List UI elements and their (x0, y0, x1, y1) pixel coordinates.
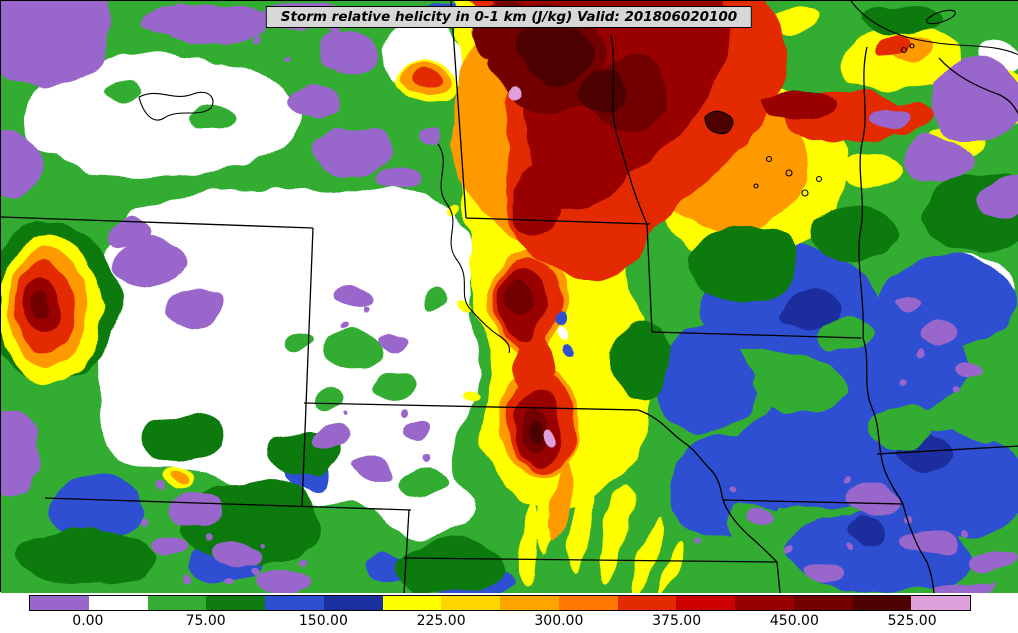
colorbar-segment (88, 596, 148, 610)
colorbar-segment (852, 596, 912, 610)
fort-peck-lake (138, 91, 214, 121)
helicity-map (1, 1, 1018, 593)
colorbar-tick-label: 75.00 (185, 613, 226, 629)
rivers-lakes (138, 1, 1018, 354)
colorbar-segment (911, 596, 970, 610)
colorbar (29, 595, 971, 611)
colorbar-tick-label: 450.00 (769, 613, 819, 629)
colorbar-segment (735, 596, 794, 610)
isle-royale (926, 9, 956, 25)
colorbar-segment (500, 596, 559, 610)
colorbar-tick-label: 150.00 (298, 613, 348, 629)
colorbar-segment (793, 596, 853, 610)
devils-lake (704, 110, 734, 135)
colorbar-segment (382, 596, 442, 610)
colorbar-tick-label: 0.00 (72, 613, 104, 629)
colorbar-tick-label: 375.00 (652, 613, 702, 629)
colorbar-segment (30, 596, 89, 610)
plot-title: Storm relative helicity in 0-1 km (J/kg)… (265, 6, 753, 28)
lake-superior-shore (850, 1, 1018, 56)
colorbar-tick-label: 300.00 (534, 613, 584, 629)
colorbar-segment (558, 596, 618, 610)
colorbar-segment (147, 596, 207, 610)
colorbar-segment (323, 596, 383, 610)
colorbar-segment (676, 596, 735, 610)
purple-speckles (137, 32, 1000, 590)
colorbar-segment (206, 596, 265, 610)
map-area: Storm relative helicity in 0-1 km (J/kg)… (0, 0, 1018, 593)
colorbar-segment (265, 596, 324, 610)
colorbar-tick-labels: 0.00 75.00 150.00 225.00 300.00 375.00 450.00 5… (0, 613, 1018, 631)
missouri-river (437, 143, 511, 354)
state-borders (1, 1, 1018, 593)
colorbar-segment (617, 596, 677, 610)
colorbar-tick-label: 525.00 (887, 613, 937, 629)
colorbar-segment (441, 596, 500, 610)
colorbar-tick-label: 225.00 (416, 613, 466, 629)
contour-field (1, 1, 1018, 593)
